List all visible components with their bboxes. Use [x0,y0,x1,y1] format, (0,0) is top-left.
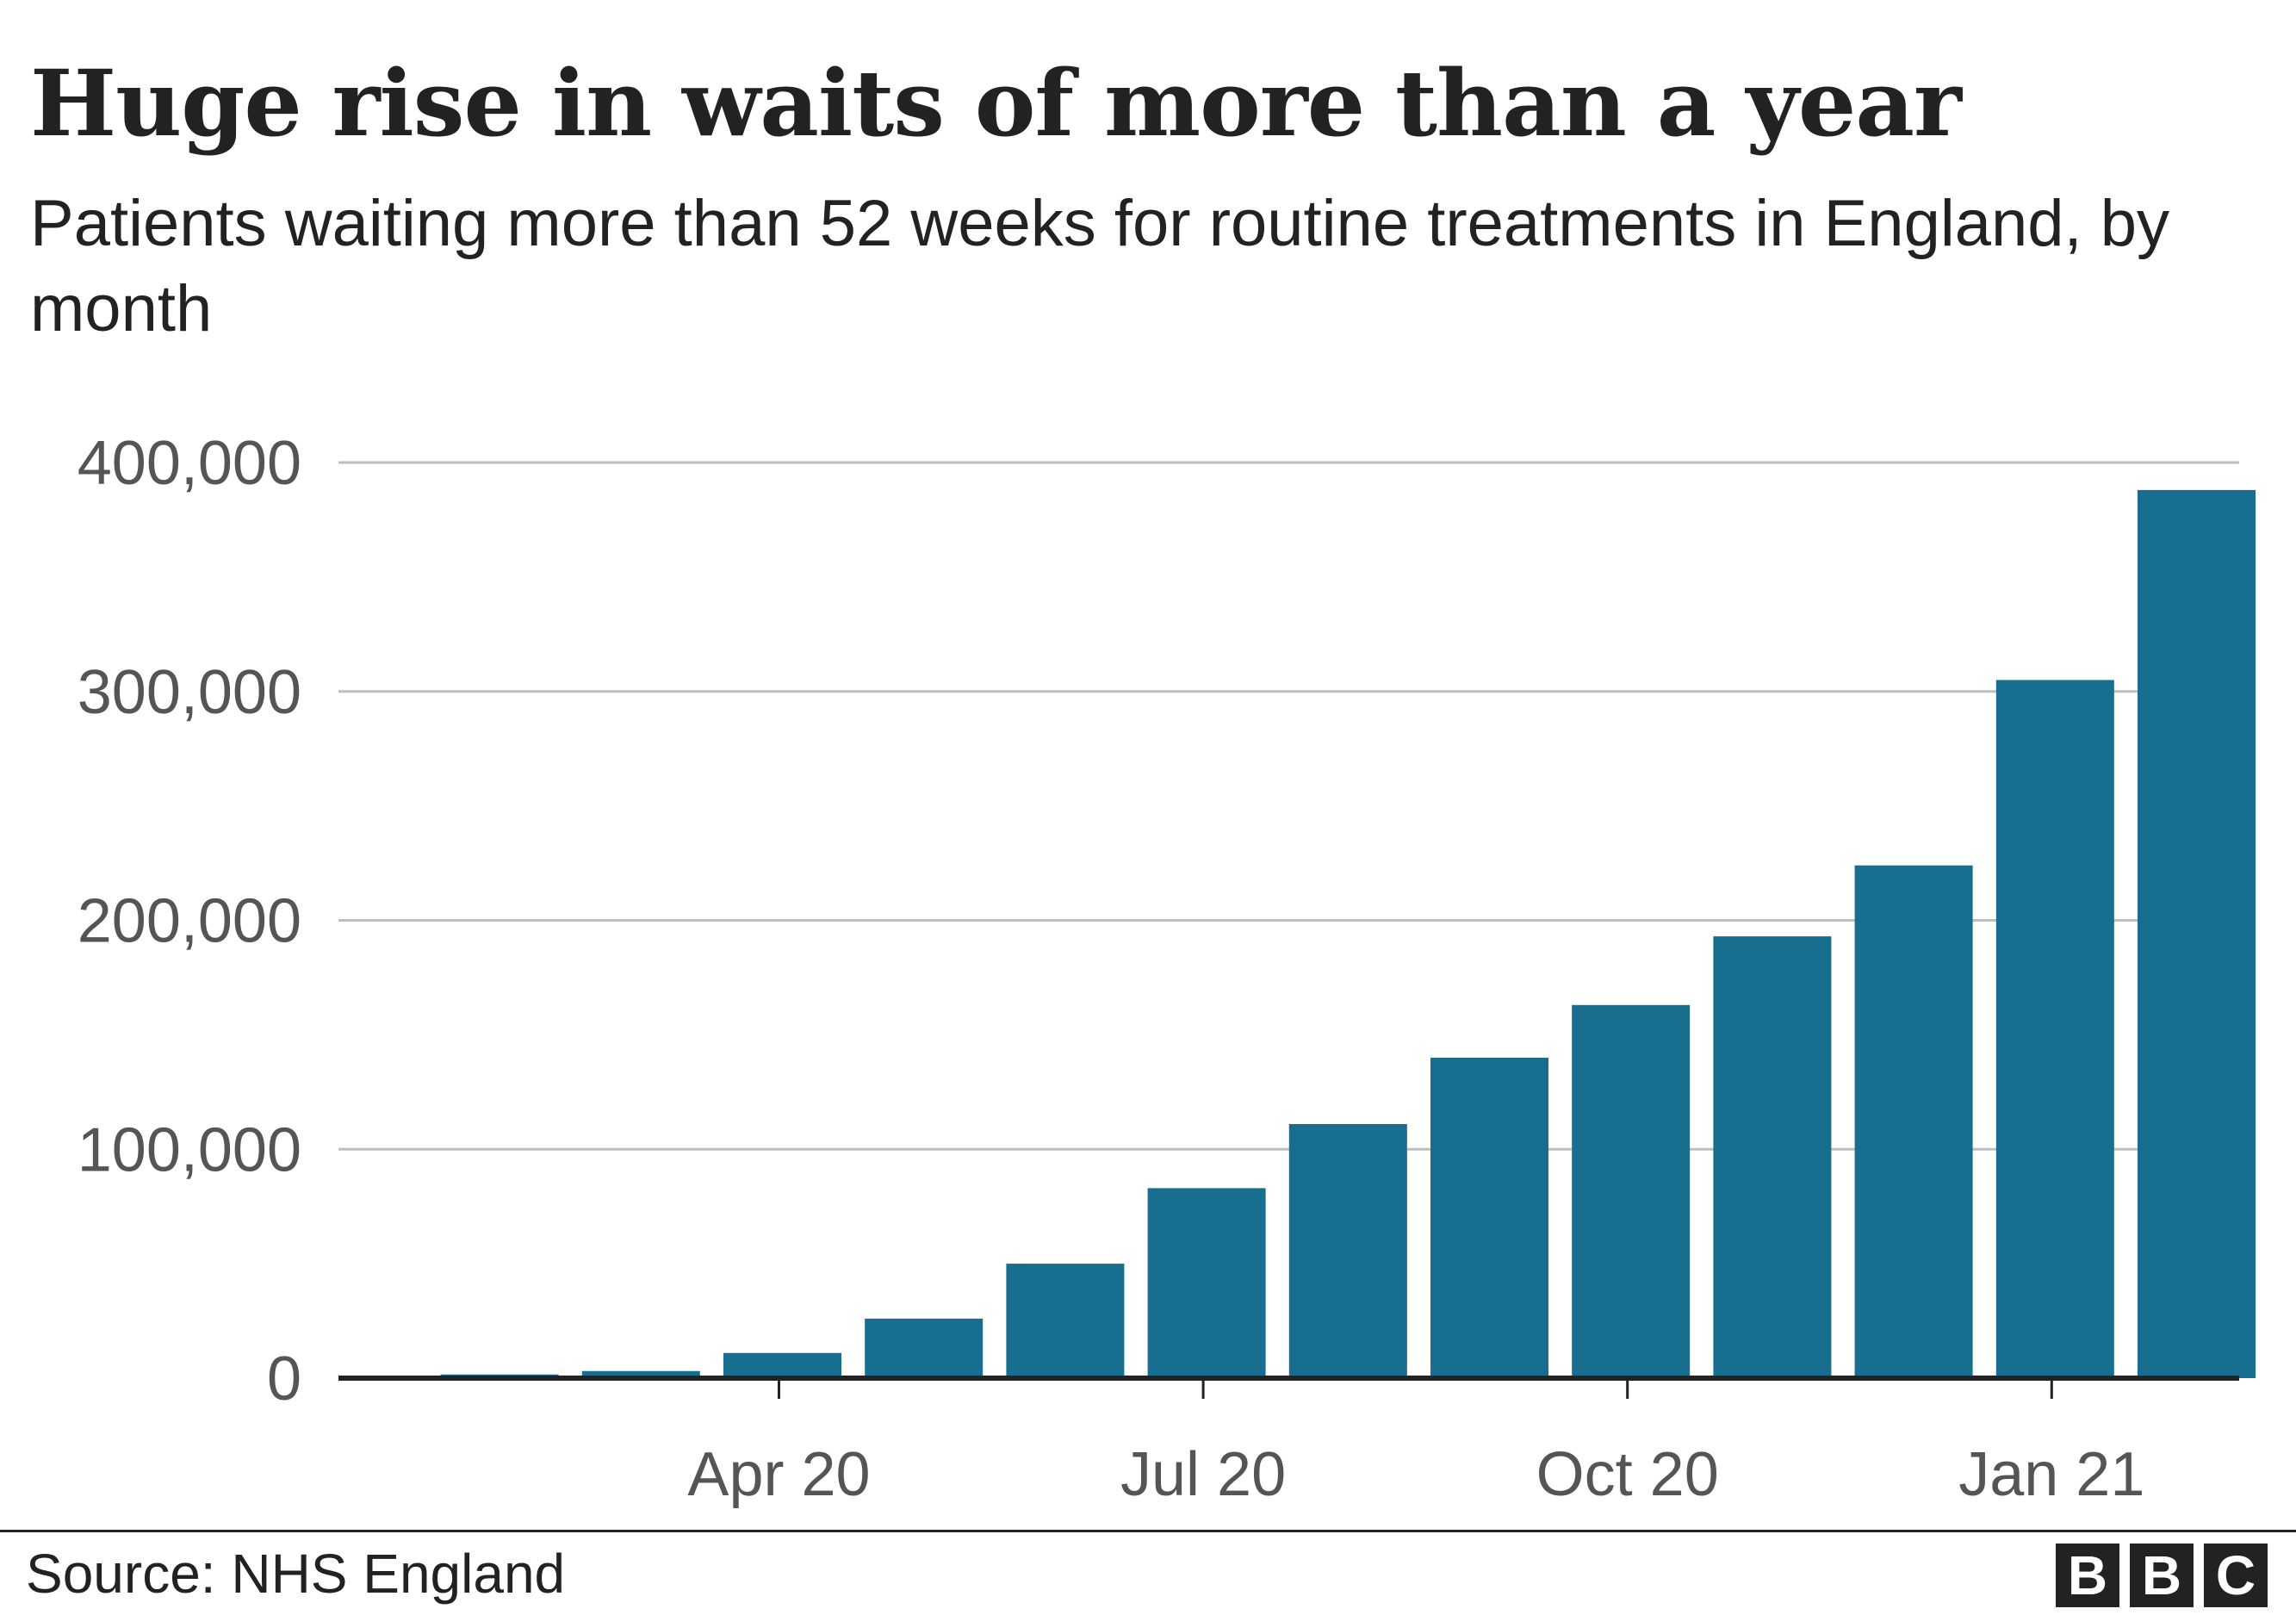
bar-feb-21 [2138,489,2256,1378]
y-tick-label: 300,000 [78,658,301,727]
bar-may-20 [865,1318,984,1378]
y-tick-label: 200,000 [78,887,301,956]
chart-subtitle: Patients waiting more than 52 weeks for … [30,187,2170,345]
bar-dec-20 [1854,865,1973,1378]
logo-letter-2: B [2130,1544,2194,1607]
bar-aug-20 [1288,1124,1407,1378]
y-tick-label: 0 [267,1345,301,1413]
source-divider [0,1530,2296,1532]
source-note: Source: NHS England [26,1543,566,1605]
bar-jan-21 [1995,680,2114,1378]
logo-letter-1: B [2056,1544,2119,1607]
logo-letter-3: C [2204,1544,2268,1607]
bars [440,489,2256,1378]
bbc-logo: B B C [2056,1544,2268,1607]
x-tick-label: Oct 20 [1536,1440,1719,1509]
x-tick-label: Apr 20 [687,1440,870,1509]
bar-sep-20 [1430,1057,1548,1378]
bar-jun-20 [1006,1264,1125,1378]
x-tick-label: Jul 20 [1120,1440,1286,1509]
bar-nov-20 [1713,936,1832,1378]
chart-title: Huge rise in waits of more than a year [30,49,1962,157]
bar-apr-20 [723,1352,841,1378]
y-tick-label: 100,000 [78,1115,301,1184]
x-tick-label: Jan 21 [1958,1440,2144,1509]
y-tick-label: 400,000 [78,429,301,498]
bar-mar-20 [581,1370,700,1378]
axes: 0 100,000 200,000 300,000 400,000 Apr 20 Jul 2… [78,429,2239,1509]
bar-jul-20 [1147,1188,1266,1378]
bar-oct-20 [1572,1004,1691,1378]
